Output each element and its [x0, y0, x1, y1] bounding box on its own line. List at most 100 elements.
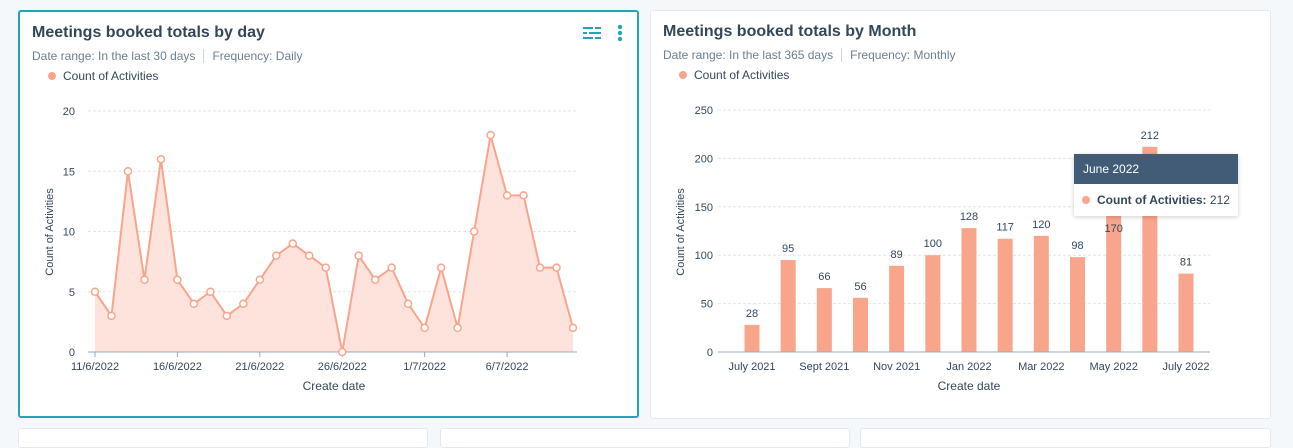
- x-tick-label: July 2022: [1162, 361, 1209, 373]
- data-point: [337, 347, 347, 357]
- x-axis-title: Create date: [303, 379, 366, 393]
- data-point: [568, 323, 578, 333]
- card-title: Meetings booked totals by Month: [663, 23, 917, 40]
- data-label: 170: [1104, 223, 1122, 235]
- data-point: [387, 263, 396, 272]
- data-point: [321, 263, 331, 272]
- more-vertical-icon[interactable]: [617, 24, 623, 47]
- bar: [1070, 257, 1085, 352]
- data-point: [272, 251, 281, 260]
- data-point: [107, 311, 116, 321]
- daily-area-chart[interactable]: 0 5 10 15 20 11/6/2022 16/6/2022 21/6/2022 26/6/…: [0, 0, 1293, 434]
- data-point: [370, 275, 380, 284]
- y-tick-label: 0: [69, 347, 75, 359]
- data-label: 66: [818, 271, 830, 283]
- x-tick-label: 6/7/2022: [486, 361, 529, 373]
- legend-label: Count of Activities: [63, 69, 159, 83]
- data-point: [123, 167, 133, 176]
- data-point: [140, 275, 149, 284]
- data-label: 117: [996, 222, 1014, 234]
- y-axis-title: Count of Activities: [44, 188, 56, 276]
- divider: [841, 48, 843, 62]
- bar: [997, 238, 1013, 352]
- data-point: [420, 323, 429, 333]
- bar: [1178, 273, 1194, 352]
- y-tick-label: 20: [63, 106, 75, 118]
- chart-tooltip: June 2022 Count of Activities: 212: [1074, 154, 1238, 216]
- data-point: [469, 227, 479, 236]
- data-label: 56: [854, 281, 866, 293]
- data-point: [288, 239, 298, 248]
- data-label: 28: [746, 308, 758, 320]
- data-label: 98: [1071, 240, 1083, 252]
- y-tick-label: 50: [701, 299, 713, 311]
- x-tick-label: 26/6/2022: [318, 361, 367, 373]
- data-point: [90, 287, 100, 296]
- tooltip-label: Count of Activities:: [1097, 193, 1207, 207]
- y-tick-label: 10: [63, 227, 75, 239]
- data-point: [305, 251, 314, 260]
- date-range: Date range: In the last 365 days: [663, 48, 834, 62]
- data-point: [156, 154, 166, 164]
- series-line: [94, 134, 574, 353]
- bar: [853, 297, 868, 352]
- y-tick-label: 200: [695, 153, 713, 165]
- data-point: [453, 323, 462, 333]
- data-label: 81: [1180, 257, 1192, 269]
- bar: [1106, 187, 1122, 352]
- y-tick-label: 5: [69, 287, 75, 299]
- filter-sliders-icon[interactable]: [583, 25, 601, 46]
- legend-item[interactable]: Count of Activities: [679, 68, 789, 82]
- data-point: [239, 299, 248, 309]
- x-axis-title: Create date: [938, 379, 1001, 393]
- card-meta: Date range: In the last 365 days Frequen…: [663, 48, 956, 62]
- data-label: 128: [960, 211, 978, 223]
- x-tick-label: July 2021: [728, 361, 775, 373]
- data-point: [189, 299, 199, 309]
- frequency: Frequency: Daily: [212, 49, 303, 63]
- y-tick-label: 150: [695, 202, 713, 214]
- data-label: 100: [924, 238, 942, 250]
- y-axis-title: Count of Activities: [675, 188, 687, 276]
- data-label: 212: [1141, 130, 1159, 142]
- card-meta: Date range: In the last 30 days Frequenc…: [32, 49, 302, 63]
- bar: [1033, 235, 1049, 352]
- data-point: [354, 251, 363, 260]
- data-point: [222, 311, 232, 321]
- x-tick-label: 11/6/2022: [71, 361, 119, 373]
- data-label: 120: [1032, 219, 1050, 231]
- y-tick-label: 0: [707, 347, 713, 359]
- y-tick-label: 250: [695, 105, 713, 117]
- bar: [889, 265, 905, 352]
- tooltip-dot: [1082, 196, 1090, 204]
- card-title: Meetings booked totals by day: [32, 24, 265, 41]
- x-tick-label: Mar 2022: [1018, 361, 1064, 373]
- y-tick-label: 15: [63, 166, 75, 178]
- data-point: [552, 263, 561, 272]
- data-point: [255, 275, 265, 284]
- x-tick-label: May 2022: [1090, 361, 1138, 373]
- x-tick-label: Nov 2021: [873, 361, 920, 373]
- divider: [203, 49, 205, 63]
- legend-dot: [48, 72, 56, 80]
- data-point: [403, 299, 413, 309]
- data-point: [519, 191, 528, 200]
- legend-label: Count of Activities: [694, 68, 790, 82]
- bar: [816, 288, 832, 352]
- x-tick-label: 1/7/2022: [403, 361, 446, 373]
- legend-dot: [679, 71, 687, 79]
- area-fill: [95, 135, 573, 352]
- data-point: [535, 263, 545, 272]
- data-point: [486, 130, 495, 140]
- bar: [961, 228, 977, 352]
- x-tick-label: 16/6/2022: [153, 361, 202, 373]
- date-range: Date range: In the last 30 days: [32, 49, 196, 63]
- y-tick-label: 100: [695, 250, 713, 262]
- data-point: [436, 263, 446, 272]
- x-tick-label: Sept 2021: [799, 361, 849, 373]
- x-tick-label: 21/6/2022: [235, 361, 284, 373]
- data-point: [502, 191, 512, 200]
- data-label: 95: [782, 243, 794, 255]
- legend-item[interactable]: Count of Activities: [48, 69, 158, 83]
